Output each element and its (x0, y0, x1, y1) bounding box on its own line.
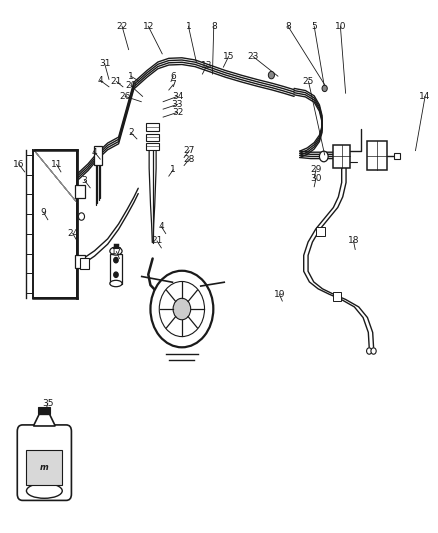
Text: 1: 1 (170, 165, 176, 174)
Text: 12: 12 (143, 22, 154, 31)
FancyBboxPatch shape (146, 143, 159, 150)
FancyBboxPatch shape (332, 292, 341, 301)
FancyBboxPatch shape (38, 407, 50, 414)
Circle shape (371, 348, 376, 354)
Text: 26: 26 (120, 92, 131, 101)
Text: 2: 2 (128, 128, 134, 137)
Ellipse shape (110, 280, 122, 287)
FancyBboxPatch shape (26, 450, 62, 485)
Text: 5: 5 (311, 22, 317, 31)
Text: 19: 19 (273, 289, 285, 298)
FancyBboxPatch shape (146, 134, 159, 141)
Text: 20: 20 (125, 81, 137, 90)
Text: 27: 27 (184, 146, 195, 155)
Text: 21: 21 (151, 237, 162, 246)
FancyBboxPatch shape (33, 150, 77, 298)
Text: 28: 28 (184, 155, 195, 164)
Text: 4: 4 (92, 148, 97, 157)
Text: 7: 7 (170, 80, 176, 89)
Text: 21: 21 (111, 77, 122, 86)
Text: 16: 16 (13, 160, 25, 169)
Text: 34: 34 (172, 92, 183, 101)
Text: 15: 15 (223, 52, 234, 61)
Text: 18: 18 (348, 237, 359, 246)
FancyBboxPatch shape (110, 254, 122, 284)
Circle shape (319, 151, 328, 162)
Text: 30: 30 (310, 174, 321, 183)
Text: 10: 10 (335, 22, 346, 31)
Circle shape (173, 298, 191, 320)
FancyBboxPatch shape (75, 185, 85, 198)
Text: 6: 6 (170, 71, 176, 80)
Text: 32: 32 (172, 108, 183, 117)
Text: 4: 4 (97, 76, 103, 85)
Text: 31: 31 (99, 59, 110, 68)
FancyBboxPatch shape (333, 146, 350, 167)
Text: 1: 1 (128, 71, 134, 80)
Circle shape (150, 271, 213, 348)
FancyBboxPatch shape (146, 123, 159, 132)
Text: m: m (40, 463, 49, 472)
Circle shape (114, 272, 118, 277)
Text: 33: 33 (172, 100, 183, 109)
Circle shape (268, 71, 275, 79)
FancyBboxPatch shape (80, 258, 89, 269)
Text: 29: 29 (310, 165, 321, 174)
Circle shape (114, 257, 118, 263)
Text: 11: 11 (51, 160, 62, 169)
Text: 25: 25 (303, 77, 314, 86)
Text: 13: 13 (201, 61, 212, 70)
Text: 8: 8 (285, 22, 291, 31)
Text: 14: 14 (420, 92, 431, 101)
Polygon shape (33, 414, 55, 426)
FancyBboxPatch shape (17, 425, 71, 500)
Text: 35: 35 (42, 399, 53, 408)
Ellipse shape (26, 483, 62, 498)
Text: 23: 23 (247, 52, 259, 61)
FancyBboxPatch shape (75, 255, 85, 268)
FancyBboxPatch shape (316, 227, 325, 236)
Circle shape (78, 213, 85, 220)
FancyBboxPatch shape (94, 146, 102, 165)
Text: 8: 8 (211, 22, 217, 31)
Text: 1: 1 (186, 22, 191, 31)
Text: 24: 24 (67, 229, 78, 238)
Circle shape (367, 348, 372, 354)
Circle shape (322, 85, 327, 92)
Text: 4: 4 (159, 222, 164, 231)
Text: 17: 17 (111, 247, 122, 256)
Text: 9: 9 (41, 208, 46, 217)
Text: 3: 3 (81, 176, 88, 185)
FancyBboxPatch shape (367, 141, 387, 170)
Text: 22: 22 (117, 22, 128, 31)
Ellipse shape (110, 247, 122, 255)
